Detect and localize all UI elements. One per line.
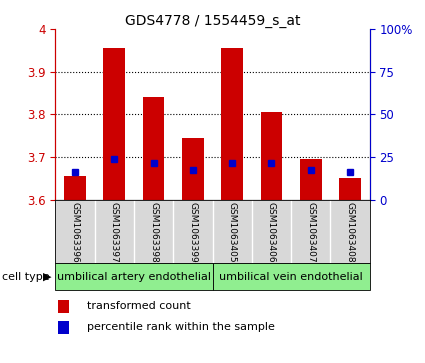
Text: GSM1063405: GSM1063405	[228, 201, 237, 262]
Bar	[58, 300, 69, 313]
Bar	[103, 48, 125, 200]
Bar	[143, 97, 164, 200]
Bar	[64, 176, 86, 200]
Bar	[182, 138, 204, 200]
Bar	[55, 263, 212, 290]
Text: transformed count: transformed count	[87, 301, 190, 311]
Text: GSM1063396: GSM1063396	[71, 201, 79, 262]
Bar	[261, 112, 282, 200]
Bar	[221, 48, 243, 200]
Text: cell type: cell type	[2, 272, 50, 282]
Text: ▶: ▶	[42, 272, 51, 282]
Bar	[300, 159, 322, 200]
Text: GSM1063408: GSM1063408	[346, 201, 354, 262]
Text: GSM1063407: GSM1063407	[306, 201, 315, 262]
Text: umbilical vein endothelial: umbilical vein endothelial	[219, 272, 363, 282]
Title: GDS4778 / 1554459_s_at: GDS4778 / 1554459_s_at	[125, 14, 300, 28]
Bar	[212, 263, 370, 290]
Bar	[339, 178, 361, 200]
Text: GSM1063399: GSM1063399	[188, 201, 197, 262]
Text: percentile rank within the sample: percentile rank within the sample	[87, 322, 275, 332]
Text: GSM1063398: GSM1063398	[149, 201, 158, 262]
Text: GSM1063397: GSM1063397	[110, 201, 119, 262]
Text: GSM1063406: GSM1063406	[267, 201, 276, 262]
Text: umbilical artery endothelial: umbilical artery endothelial	[57, 272, 211, 282]
Bar	[58, 321, 69, 334]
